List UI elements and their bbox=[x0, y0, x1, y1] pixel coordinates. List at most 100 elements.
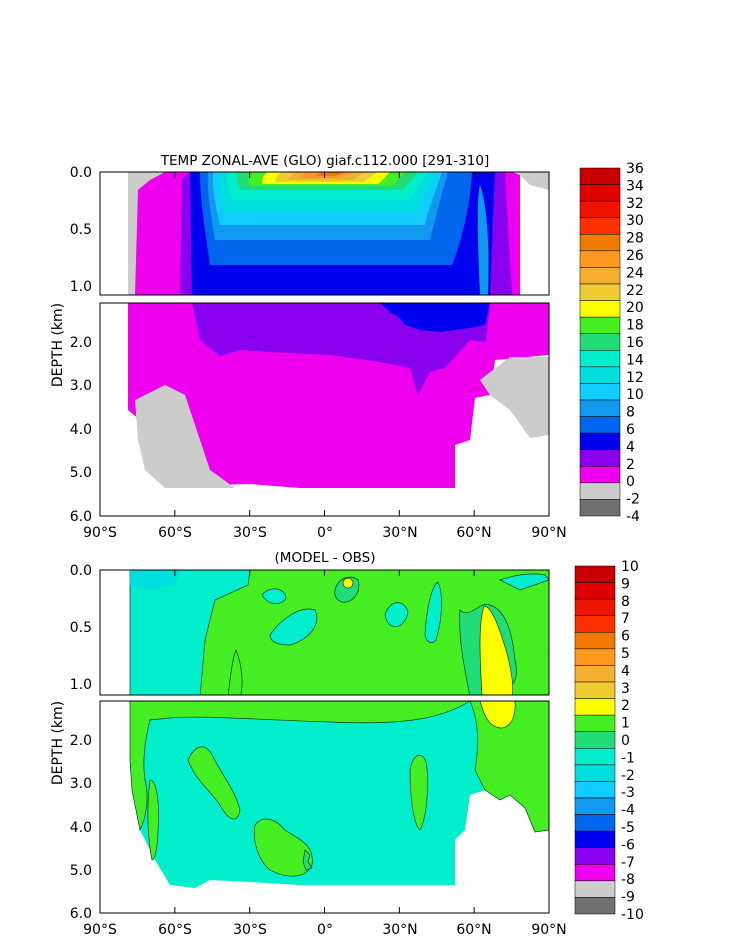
temp-colorbar-swatch bbox=[579, 267, 621, 285]
diff-upper-field bbox=[100, 570, 549, 695]
temp-colorbar-label: 32 bbox=[626, 196, 644, 212]
diff-colorbar-label: 4 bbox=[621, 663, 630, 679]
diff-ytick-4.0: 4.0 bbox=[70, 820, 92, 836]
temp-colorbar-label: 0 bbox=[626, 474, 635, 490]
diff-ytick-3.0: 3.0 bbox=[70, 776, 92, 792]
diff-colorbar-swatch bbox=[574, 681, 616, 699]
temp-panel: TEMP ZONAL-AVE (GLO) giaf.c112.000 [291-… bbox=[50, 153, 644, 541]
diff-colorbar-label: 3 bbox=[621, 681, 630, 697]
diff-colorbar-swatch bbox=[574, 632, 616, 650]
temp-colorbar-swatch bbox=[579, 184, 621, 202]
diff-colorbar-swatch bbox=[574, 847, 616, 865]
temp-colorbar-swatch bbox=[579, 366, 621, 384]
temp-ytick-5.0: 5.0 bbox=[70, 465, 92, 481]
temp-colorbar-swatch bbox=[579, 383, 621, 401]
diff-xtick-90N: 90°N bbox=[531, 922, 566, 938]
diff-colorbar-swatch bbox=[574, 648, 616, 666]
temp-colorbar-label: 4 bbox=[626, 439, 635, 455]
temp-colorbar-swatch bbox=[579, 283, 621, 301]
diff-colorbar-label: 9 bbox=[621, 576, 630, 592]
temp-colorbar-label: 12 bbox=[626, 370, 644, 386]
temp-xtick-0: 0° bbox=[317, 525, 333, 541]
temp-title: TEMP ZONAL-AVE (GLO) giaf.c112.000 [291-… bbox=[160, 153, 489, 169]
diff-colorbar-swatch bbox=[574, 864, 616, 882]
temp-xtick-90S: 90°S bbox=[83, 525, 117, 541]
diff-colorbar-swatch bbox=[574, 598, 616, 616]
temp-colorbar-swatch bbox=[579, 399, 621, 417]
diff-ylabel: DEPTH (km) bbox=[50, 701, 66, 785]
diff-colorbar-label: -1 bbox=[621, 750, 635, 766]
temp-colorbar-label: 24 bbox=[626, 265, 644, 281]
temp-colorbar-swatch bbox=[579, 416, 621, 434]
temp-colorbar-swatch bbox=[579, 200, 621, 218]
diff-xtick-30S: 30°S bbox=[233, 922, 267, 938]
diff-colorbar-label: 2 bbox=[621, 698, 630, 714]
temp-colorbar-label: 16 bbox=[626, 335, 644, 351]
temp-colorbar-label: -4 bbox=[626, 509, 640, 525]
temp-ytick-3.0: 3.0 bbox=[70, 378, 92, 394]
diff-colorbar-label: 8 bbox=[621, 594, 630, 610]
temp-colorbar-label: 6 bbox=[626, 422, 635, 438]
temp-ytick-4.0: 4.0 bbox=[70, 422, 92, 438]
diff-colorbar-swatch bbox=[574, 582, 616, 600]
temp-ytick-0.5: 0.5 bbox=[70, 222, 92, 238]
diff-colorbar-label: -10 bbox=[621, 907, 644, 923]
temp-colorbar-label: -2 bbox=[626, 492, 640, 508]
temp-xtick-60S: 60°S bbox=[158, 525, 192, 541]
diff-colorbar-label: 10 bbox=[621, 559, 639, 575]
temp-colorbar-swatch bbox=[579, 316, 621, 334]
diff-ytick-0.5: 0.5 bbox=[70, 620, 92, 636]
diff-colorbar-swatch bbox=[574, 764, 616, 782]
diff-colorbar-label: 7 bbox=[621, 611, 630, 627]
temp-colorbar-swatch bbox=[579, 432, 621, 450]
diff-colorbar-swatch bbox=[574, 797, 616, 815]
diff-colorbar-label: -8 bbox=[621, 872, 635, 888]
temp-colorbar-label: 20 bbox=[626, 300, 644, 316]
temp-colorbar-label: 34 bbox=[626, 178, 644, 194]
temp-colorbar-swatch bbox=[579, 466, 621, 484]
temp-tick-marks bbox=[99, 172, 550, 516]
diff-lower-field bbox=[100, 701, 549, 913]
diff-xtick-30N: 30°N bbox=[382, 922, 417, 938]
diff-ytick-0.0: 0.0 bbox=[70, 563, 92, 579]
diff-panel: (MODEL - OBS) bbox=[50, 550, 644, 938]
temp-colorbar-swatch bbox=[579, 217, 621, 235]
diff-xtick-90S: 90°S bbox=[83, 922, 117, 938]
diff-colorbar-swatch bbox=[574, 714, 616, 732]
temp-ytick-6.0: 6.0 bbox=[70, 509, 92, 525]
temp-colorbar-swatch bbox=[579, 250, 621, 268]
temp-colorbar-swatch bbox=[579, 300, 621, 318]
diff-ytick-2.0: 2.0 bbox=[70, 733, 92, 749]
diff-colorbar-swatch bbox=[574, 615, 616, 633]
temp-colorbar-label: 10 bbox=[626, 387, 644, 403]
diff-ytick-5.0: 5.0 bbox=[70, 863, 92, 879]
diff-colorbar-label: -4 bbox=[621, 803, 635, 819]
diff-colorbar-swatch bbox=[574, 814, 616, 832]
temp-colorbar-label: 14 bbox=[626, 352, 644, 368]
diff-colorbar-label: -6 bbox=[621, 837, 635, 853]
temp-colorbar-swatch bbox=[579, 482, 621, 500]
diff-colorbar-label: 6 bbox=[621, 629, 630, 645]
diff-colorbar-swatch bbox=[574, 748, 616, 766]
temp-colorbar-swatch bbox=[579, 234, 621, 252]
temp-colorbar-label: 36 bbox=[626, 161, 644, 177]
diff-colorbar-label: 1 bbox=[621, 716, 630, 732]
temp-ytick-2.0: 2.0 bbox=[70, 335, 92, 351]
diff-colorbar-swatch bbox=[574, 665, 616, 683]
diff-colorbar-swatch bbox=[574, 830, 616, 848]
temp-colorbar-swatch bbox=[579, 499, 621, 517]
temp-colorbar-label: 18 bbox=[626, 318, 644, 334]
diff-tick-marks bbox=[99, 570, 550, 913]
diff-ytick-1.0: 1.0 bbox=[70, 677, 92, 693]
temp-xtick-90N: 90°N bbox=[531, 525, 566, 541]
diff-title: (MODEL - OBS) bbox=[275, 550, 376, 566]
diff-colorbar-label: 0 bbox=[621, 733, 630, 749]
temp-ytick-1.0: 1.0 bbox=[70, 279, 92, 295]
diff-colorbar-label: -7 bbox=[621, 855, 635, 871]
temp-ytick-0.0: 0.0 bbox=[70, 165, 92, 181]
temp-colorbar-swatch bbox=[579, 449, 621, 467]
temp-colorbar-label: 22 bbox=[626, 283, 644, 299]
diff-colorbar-swatch bbox=[574, 880, 616, 898]
